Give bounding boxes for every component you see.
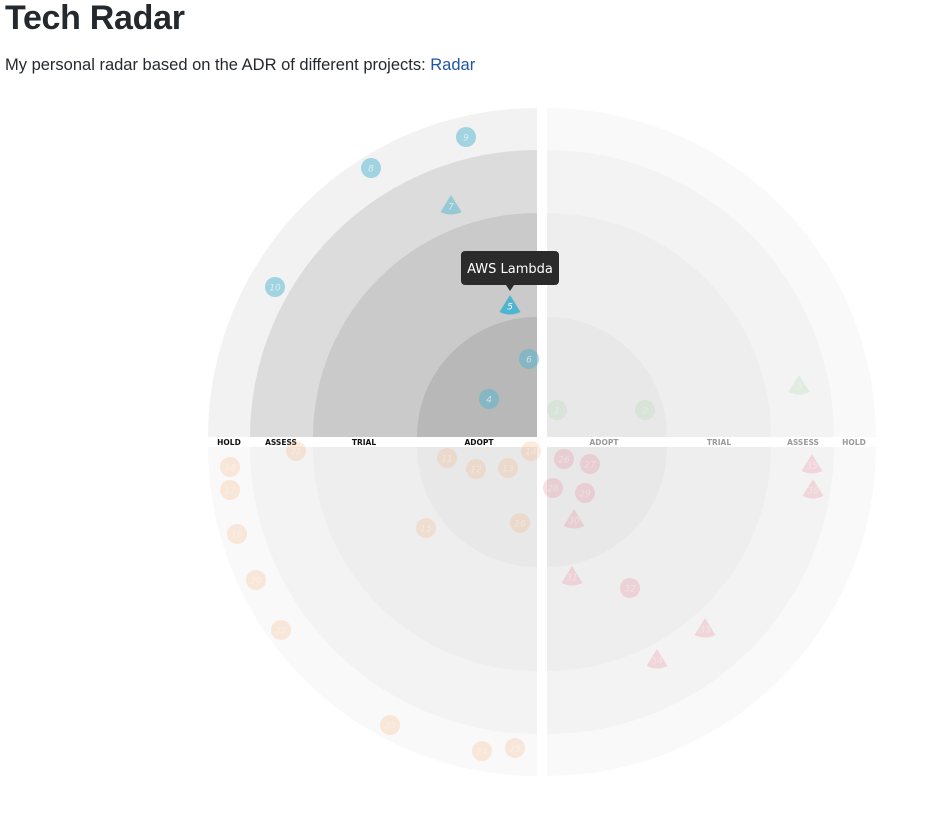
ring-label-right-adopt: ADOPT xyxy=(589,438,619,447)
blip-6[interactable] xyxy=(519,349,539,369)
blip-23[interactable] xyxy=(380,715,400,735)
blip-26-label: 26 xyxy=(558,456,570,466)
blip-29-label: 29 xyxy=(579,490,591,500)
blip-31[interactable] xyxy=(561,566,583,586)
blip-22-label: 22 xyxy=(275,627,287,637)
blip-33[interactable] xyxy=(694,618,716,638)
blip-4-label: 4 xyxy=(486,396,492,406)
blip-20[interactable] xyxy=(246,570,266,590)
blip-4[interactable] xyxy=(479,389,499,409)
blip-28-label: 28 xyxy=(547,485,559,495)
blip-31-label: 31 xyxy=(566,574,577,584)
blip-34-label: 34 xyxy=(651,657,663,667)
blip-17[interactable] xyxy=(220,480,240,500)
intro-sentence: My personal radar based on the ADR of di… xyxy=(5,56,431,74)
blip-32-label: 32 xyxy=(624,585,636,595)
blip-17-label: 17 xyxy=(224,487,236,497)
blip-19[interactable] xyxy=(227,524,247,544)
blip-29[interactable] xyxy=(575,483,595,503)
top-right-adopt-ring xyxy=(547,317,667,437)
blip-30[interactable] xyxy=(563,509,585,529)
blip-28[interactable] xyxy=(543,478,563,498)
blip-36[interactable] xyxy=(802,479,824,499)
blip-11[interactable] xyxy=(437,448,457,468)
blip-24-label: 24 xyxy=(476,748,488,758)
blip-33-label: 33 xyxy=(699,626,711,636)
blip-32[interactable] xyxy=(620,578,640,598)
blip-3[interactable] xyxy=(788,375,810,395)
tooltip-pointer xyxy=(506,285,514,291)
blip-9[interactable] xyxy=(456,127,476,147)
blip-10-label: 10 xyxy=(269,284,281,294)
blip-5-label: 5 xyxy=(507,303,513,313)
blip-35[interactable] xyxy=(801,454,823,474)
blip-13[interactable] xyxy=(498,458,518,478)
bottom-right-adopt-ring xyxy=(547,447,667,567)
radar-link[interactable]: Radar xyxy=(430,56,476,74)
page-title: Tech Radar xyxy=(5,0,185,37)
blip-12[interactable] xyxy=(466,459,486,479)
blip-26[interactable] xyxy=(554,449,574,469)
blip-12-label: 12 xyxy=(470,466,482,476)
blip-3-label: 3 xyxy=(796,383,802,393)
blip-2[interactable] xyxy=(635,400,655,420)
blip-21[interactable] xyxy=(286,441,306,461)
blip-14-label: 14 xyxy=(525,448,537,458)
blip-13-label: 13 xyxy=(502,465,514,475)
blip-1[interactable] xyxy=(547,400,567,420)
blip-14[interactable] xyxy=(521,441,541,461)
blip-16[interactable] xyxy=(510,513,530,533)
blip-18-label: 18 xyxy=(224,464,236,474)
blip-6-label: 6 xyxy=(526,356,532,366)
blip-24[interactable] xyxy=(472,741,492,761)
blip-1-label: 1 xyxy=(554,407,560,417)
blip-21-label: 21 xyxy=(290,448,301,458)
blip-25-label: 25 xyxy=(509,745,521,755)
blip-9-label: 9 xyxy=(463,134,469,144)
blip-20-label: 20 xyxy=(250,577,262,587)
ring-label-left-adopt: ADOPT xyxy=(464,438,494,447)
blip-34[interactable] xyxy=(646,649,668,669)
blip-8[interactable] xyxy=(361,158,381,178)
bottom-left-adopt-ring xyxy=(417,447,537,567)
blip-15[interactable] xyxy=(416,518,436,538)
blip-10[interactable] xyxy=(265,277,285,297)
blip-2-label: 2 xyxy=(642,407,648,417)
ring-label-left-assess: ASSESS xyxy=(265,438,297,447)
ring-label-right-trial: TRIAL xyxy=(707,438,731,447)
tooltip-label: AWS Lambda xyxy=(467,262,553,277)
blip-23-label: 23 xyxy=(384,722,396,732)
blip-18[interactable] xyxy=(220,457,240,477)
blip-22[interactable] xyxy=(271,620,291,640)
ring-label-left-trial: TRIAL xyxy=(352,438,376,447)
blip-7-label: 7 xyxy=(448,203,454,213)
intro-text: My personal radar based on the ADR of di… xyxy=(5,55,475,75)
blip-30-label: 30 xyxy=(568,517,580,527)
blip-19-label: 19 xyxy=(231,531,243,541)
ring-label-right-assess: ASSESS xyxy=(787,438,819,447)
blip-27-label: 27 xyxy=(584,461,596,471)
top-left-adopt-ring xyxy=(417,317,537,437)
blip-7[interactable] xyxy=(440,195,462,215)
blip-11-label: 11 xyxy=(441,455,452,465)
blip-25[interactable] xyxy=(505,738,525,758)
blip-15-label: 15 xyxy=(420,525,432,535)
blip-27[interactable] xyxy=(580,454,600,474)
blip-5[interactable] xyxy=(499,295,521,315)
blip-8-label: 8 xyxy=(368,165,374,175)
tooltip-box xyxy=(461,251,559,285)
blip-35-label: 35 xyxy=(806,462,818,472)
blip-36-label: 36 xyxy=(807,487,819,497)
ring-label-left-hold: HOLD xyxy=(217,438,241,447)
blip-16-label: 16 xyxy=(514,520,526,530)
ring-label-right-hold: HOLD xyxy=(842,438,866,447)
